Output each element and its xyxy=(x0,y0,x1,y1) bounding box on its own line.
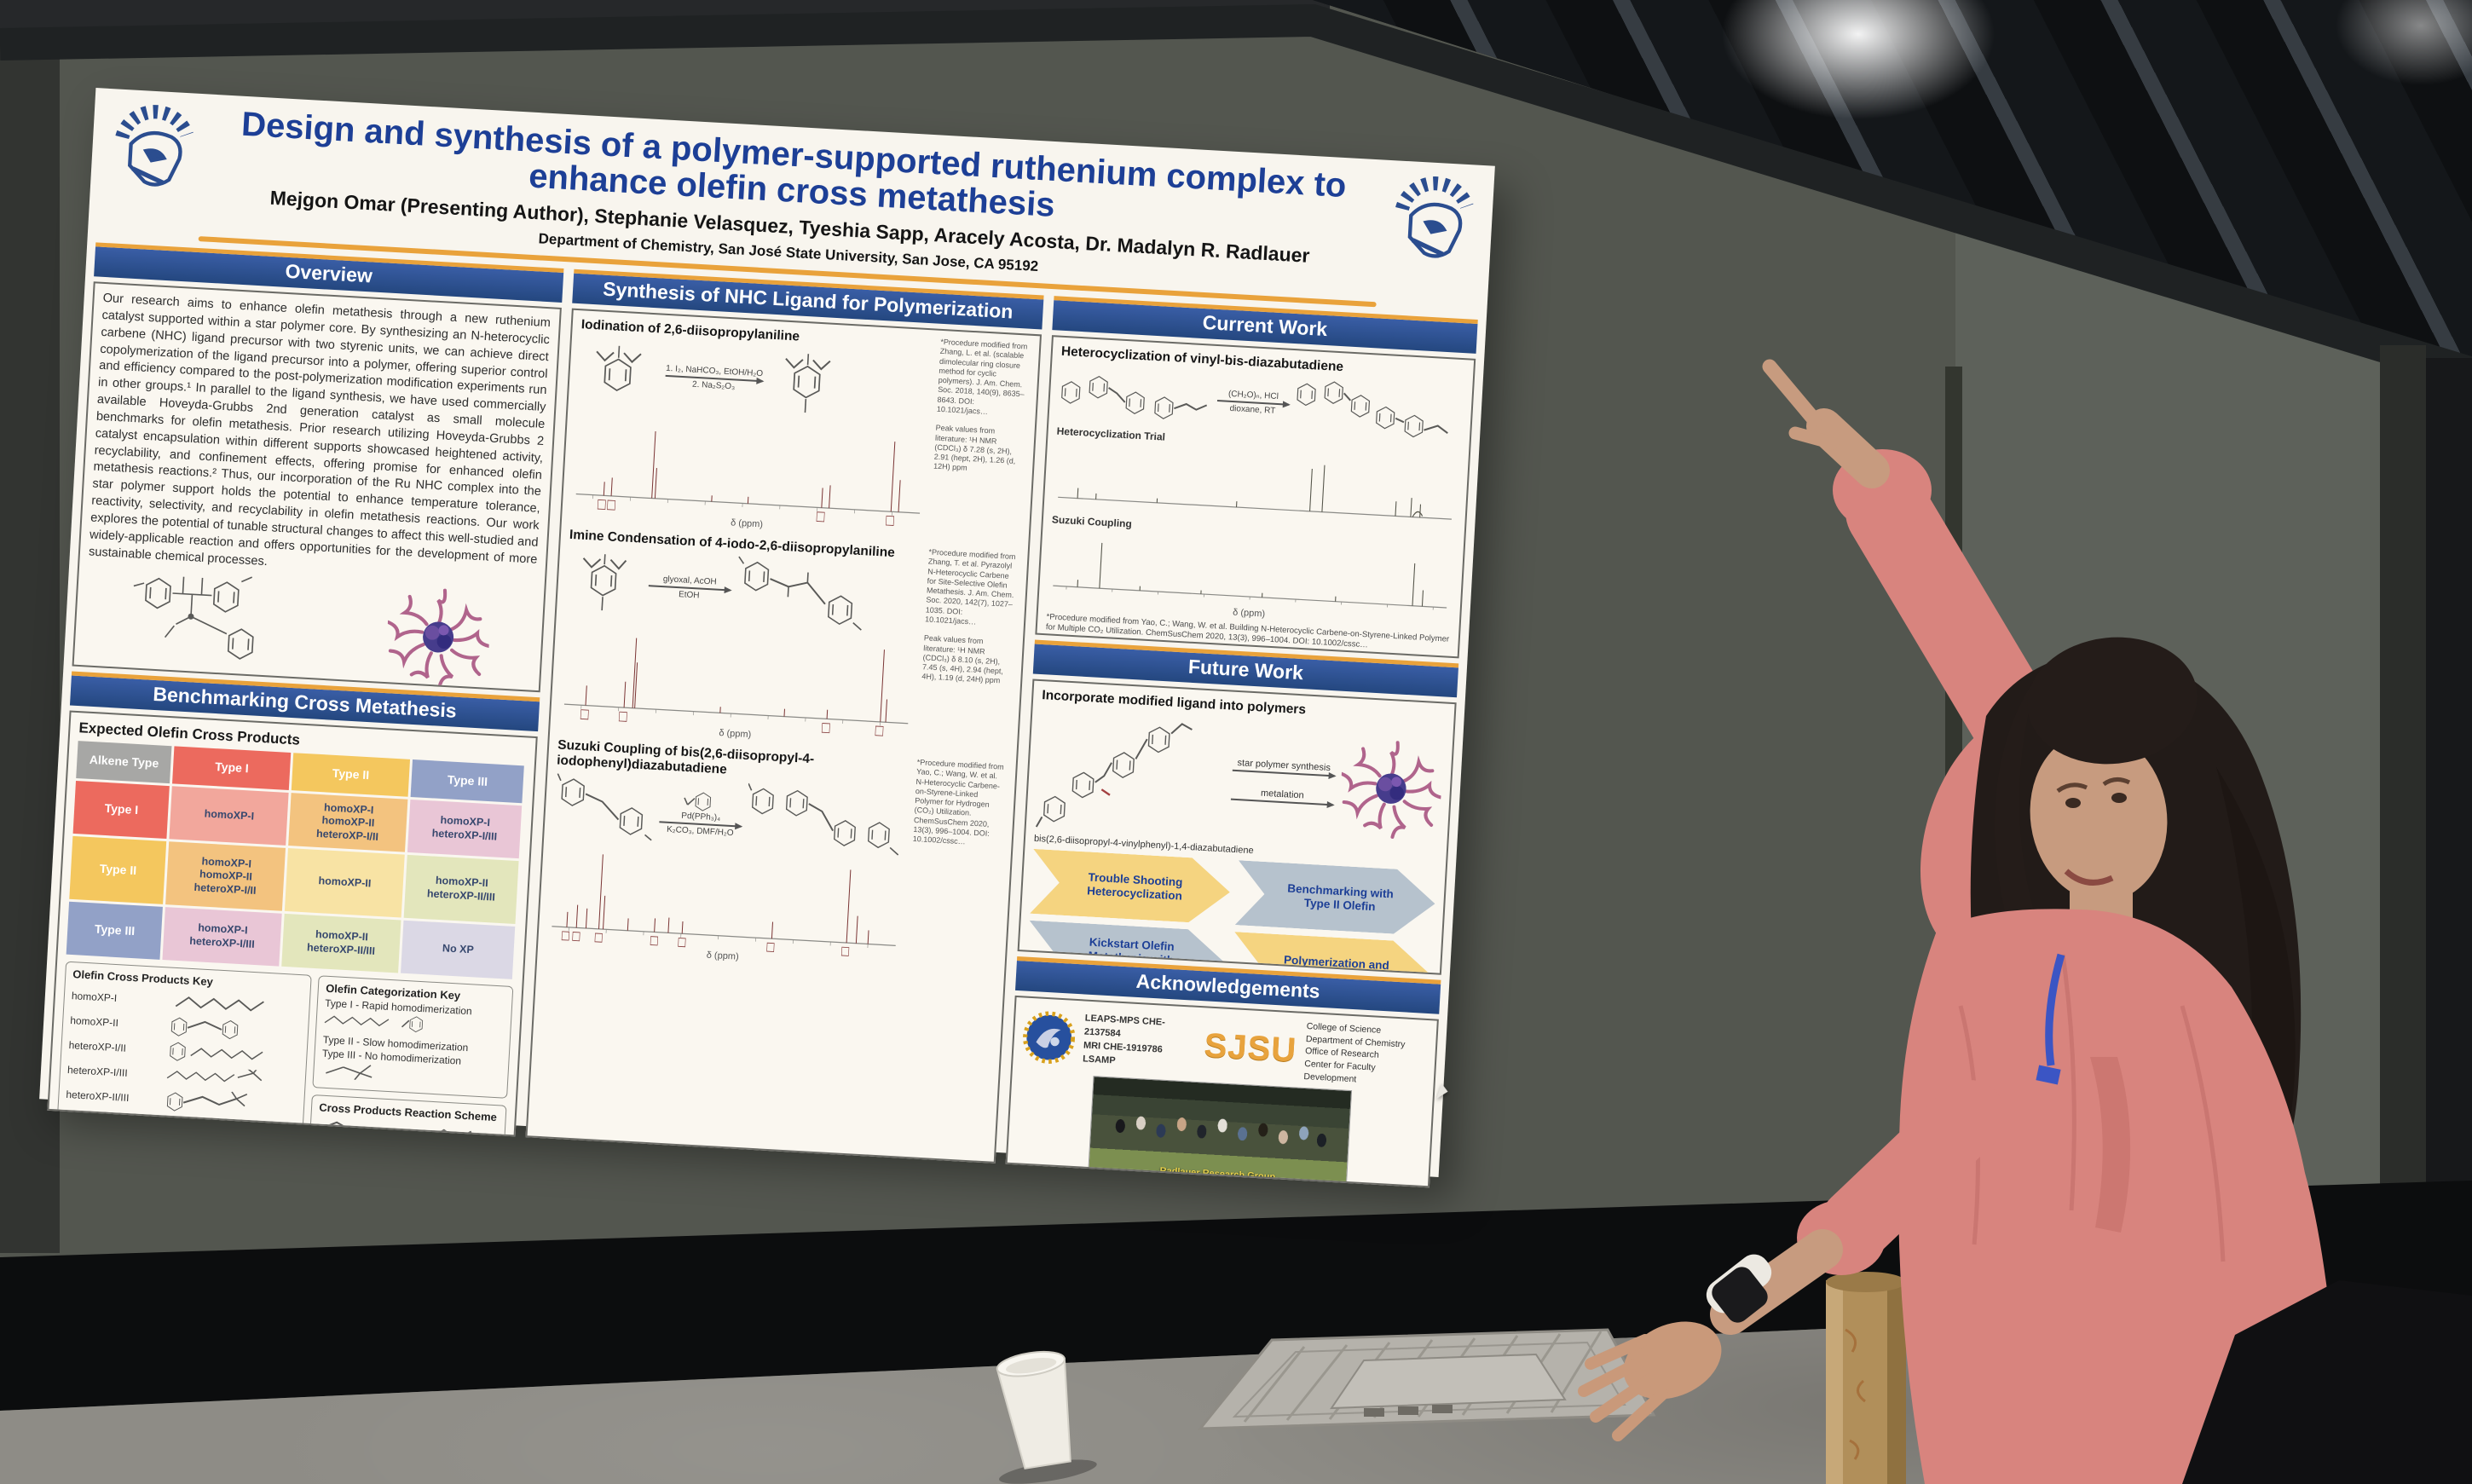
table-row-label: Type III xyxy=(66,901,164,960)
table-cell: homoXP-II heteroXP-II/III xyxy=(403,854,520,925)
table-row-label: Type I xyxy=(72,781,170,840)
table-cell: homoXP-I heteroXP-I/III xyxy=(407,799,523,859)
suzuki-subsection: Suzuki Coupling of bis(2,6-diisopropyl-4… xyxy=(546,738,1008,977)
future-step: Polymerization and Metalation xyxy=(1231,932,1433,975)
table-cell: homoXP-I homoXP-II heteroXP-I/II xyxy=(288,793,408,852)
table-cell: homoXP-I homoXP-II heteroXP-I/II xyxy=(165,841,286,911)
acknowledged-orgs: College of Science Department of Chemist… xyxy=(1303,1021,1406,1085)
target-star-polymer xyxy=(1338,736,1444,841)
categorization-key-box: Olefin Categorization Key Type I - Rapid… xyxy=(312,975,514,1099)
table-header-cell: Alkene Type xyxy=(76,741,172,784)
poster-column-left: Overview Our research aims to enhance ol… xyxy=(47,242,564,1137)
future-step: Trouble Shooting Heterocyclization xyxy=(1030,849,1232,925)
table-header-cell: Type III xyxy=(410,759,525,804)
nsf-logo xyxy=(1021,1008,1077,1065)
table-row-label: Type II xyxy=(69,835,167,904)
wall-post-2 xyxy=(2380,345,2426,1215)
synthesis-box: Iodination of 2,6-diisopropylaniline 1. … xyxy=(525,308,1043,1164)
benchmarking-box: Expected Olefin Cross Products Alkene Ty… xyxy=(47,710,538,1137)
iodination-subsection: Iodination of 2,6-diisopropylaniline 1. … xyxy=(570,317,1031,544)
suzuki-coupling-nmr xyxy=(1053,542,1447,610)
key-item: homoXP-II xyxy=(70,1008,302,1045)
hoveyda-grubbs-structure: Hoveyda-Grubbs 2 xyxy=(121,568,307,692)
overview-box: Our research aims to enhance olefin meta… xyxy=(72,281,562,693)
key-item: heteroXP-II/III xyxy=(66,1082,297,1119)
suzuki-note: *Procedure modified from Yao, C.; Wang, … xyxy=(912,758,1004,846)
future-work-box: Incorporate modified ligand into polymer… xyxy=(1017,678,1457,975)
right-edge-post xyxy=(2426,358,2472,1321)
table-header-cell: Type I xyxy=(172,746,292,790)
sjsu-wordmark: SJSU xyxy=(1203,1026,1298,1070)
poster-column-middle: Synthesis of NHC Ligand for Polymerizati… xyxy=(525,269,1044,1164)
suzuki-nmr-spectrum xyxy=(552,854,896,956)
star-polymer-structure: Star Polymer xyxy=(378,582,496,692)
acknowledgements-box: LEAPS-MPS CHE-2137584 MRI CHE-1919786 LS… xyxy=(1005,995,1439,1188)
current-work-box: Heterocyclization of vinyl-bis-diazabuta… xyxy=(1035,335,1476,659)
future-step: Benchmarking with Type II Olefin xyxy=(1235,860,1437,936)
imine-subsection: Imine Condensation of 4-iodo-2,6-diisopr… xyxy=(558,528,1019,754)
wall-post xyxy=(1945,367,1962,1210)
heterocyclization-nmr xyxy=(1058,465,1452,520)
iodination-nmr-spectrum xyxy=(575,430,921,526)
sjsu-spartan-logo-left xyxy=(103,95,200,201)
group-members xyxy=(1106,1100,1335,1164)
cross-products-table: Alkene Type Type I Type II Type III Type… xyxy=(66,741,526,979)
iodination-note: *Procedure modified from Zhang, L. et al… xyxy=(933,337,1028,473)
imine-note: *Procedure modified from Zhang, T. et al… xyxy=(921,547,1016,685)
modified-ligand-structure xyxy=(1035,723,1193,828)
research-poster: Design and synthesis of a polymer-suppor… xyxy=(39,88,1495,1188)
table-cell: homoXP-II xyxy=(285,848,405,918)
future-work-steps: Trouble Shooting Heterocyclization Bench… xyxy=(1025,849,1436,975)
table-cell: homoXP-I heteroXP-I/III xyxy=(162,907,282,967)
cross-products-key-box: Olefin Cross Products Key homoXP-I homoX… xyxy=(54,961,313,1137)
poster-column-right: Current Work Heterocyclization of vinyl-… xyxy=(1005,296,1478,1188)
overview-text: Our research aims to enhance olefin meta… xyxy=(88,291,552,569)
sjsu-spartan-logo-right xyxy=(1383,167,1481,273)
table-cell: homoXP-I xyxy=(169,786,289,846)
key-item: heteroXP-I/III xyxy=(66,1057,298,1094)
table-cell: No XP xyxy=(400,920,516,979)
table-header-cell: Type II xyxy=(291,753,410,797)
imine-nmr-spectrum xyxy=(563,638,909,736)
grant-numbers: LEAPS-MPS CHE-2137584 MRI CHE-1919786 LS… xyxy=(1082,1013,1166,1066)
table-cell: homoXP-II heteroXP-II/III xyxy=(281,913,401,973)
